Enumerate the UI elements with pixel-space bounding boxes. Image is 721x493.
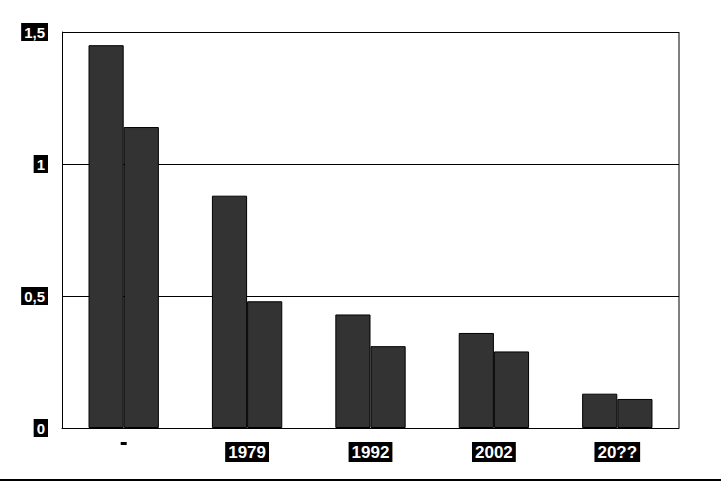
svg-text:1,5: 1,5 bbox=[24, 24, 45, 41]
svg-text:1992: 1992 bbox=[352, 443, 390, 462]
svg-text:0: 0 bbox=[37, 420, 45, 437]
svg-text:0,5: 0,5 bbox=[24, 288, 45, 305]
svg-text:20??: 20?? bbox=[597, 443, 637, 462]
svg-text:2002: 2002 bbox=[475, 443, 513, 462]
svg-text:1979: 1979 bbox=[228, 443, 266, 462]
svg-text:1: 1 bbox=[37, 156, 45, 173]
